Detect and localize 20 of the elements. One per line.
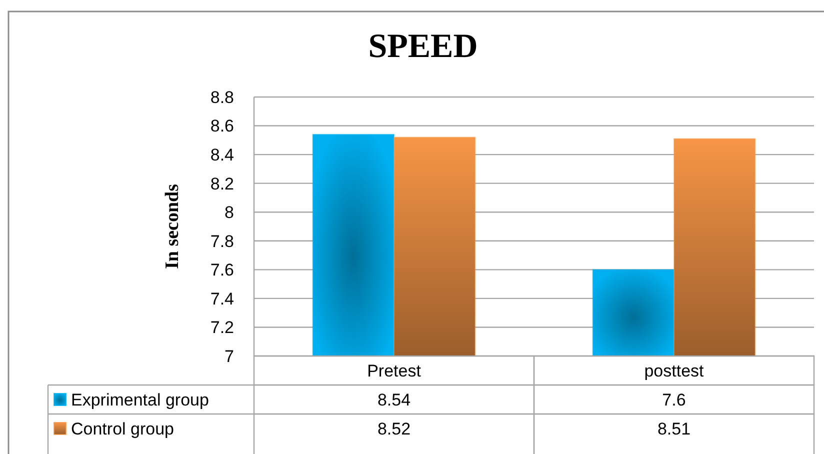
data-label: 7.6 bbox=[662, 390, 686, 410]
y-axis-title: In seconds bbox=[162, 184, 183, 269]
y-tick-label: 8.2 bbox=[210, 174, 234, 194]
y-tick-label: 7.8 bbox=[210, 232, 234, 251]
y-tick-label: 7.6 bbox=[210, 260, 234, 280]
data-label: 8.51 bbox=[657, 419, 691, 438]
data-label: 8.52 bbox=[377, 419, 411, 438]
chart-title: SPEED bbox=[368, 28, 478, 65]
y-tick-label: 7.2 bbox=[210, 318, 234, 338]
x-tick-label: posttest bbox=[644, 361, 704, 380]
data-label: 8.54 bbox=[377, 390, 411, 410]
legend-label: Control group bbox=[71, 419, 174, 438]
legend-label: Exprimental group bbox=[71, 390, 209, 410]
y-tick-label: 7 bbox=[224, 346, 234, 366]
y-tick-label: 8.6 bbox=[210, 116, 234, 136]
y-tick-label: 8.8 bbox=[210, 88, 234, 107]
y-tick-label: 8 bbox=[224, 203, 234, 222]
x-tick-label: Pretest bbox=[367, 361, 422, 380]
y-tick-label: 8.4 bbox=[210, 146, 234, 165]
y-tick-label: 7.4 bbox=[210, 289, 234, 308]
